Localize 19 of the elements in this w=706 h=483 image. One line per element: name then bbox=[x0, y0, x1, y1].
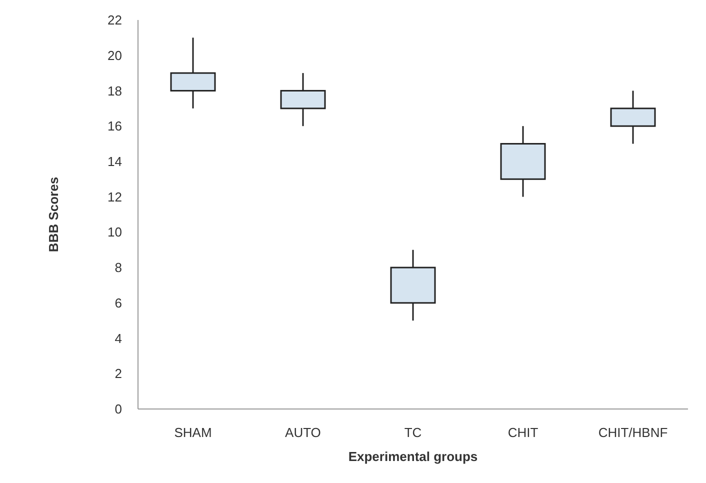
y-tick-label: 14 bbox=[108, 154, 122, 170]
y-tick-label: 20 bbox=[108, 48, 122, 63]
y-tick-label: 10 bbox=[108, 224, 122, 240]
y-tick-label: 2 bbox=[114, 366, 122, 382]
x-axis-title: Experimental groups bbox=[348, 449, 478, 464]
y-tick-label: 0 bbox=[114, 402, 122, 417]
x-tick-label: CHIT bbox=[508, 425, 538, 440]
y-tick-label: 8 bbox=[114, 260, 122, 276]
y-tick-label: 22 bbox=[108, 12, 122, 28]
x-tick-label: TC bbox=[404, 425, 422, 440]
y-tick-label: 6 bbox=[114, 295, 122, 310]
y-tick-label: 4 bbox=[114, 330, 122, 346]
y-axis-title: BBB Scores bbox=[46, 176, 61, 252]
y-tick-label: 12 bbox=[108, 189, 122, 204]
x-tick-label: SHAM bbox=[174, 425, 212, 440]
y-tick-label: 18 bbox=[108, 83, 122, 98]
y-tick-label: 16 bbox=[108, 118, 122, 134]
x-tick-label: AUTO bbox=[285, 425, 321, 440]
x-tick-label: CHIT/HBNF bbox=[598, 425, 668, 440]
